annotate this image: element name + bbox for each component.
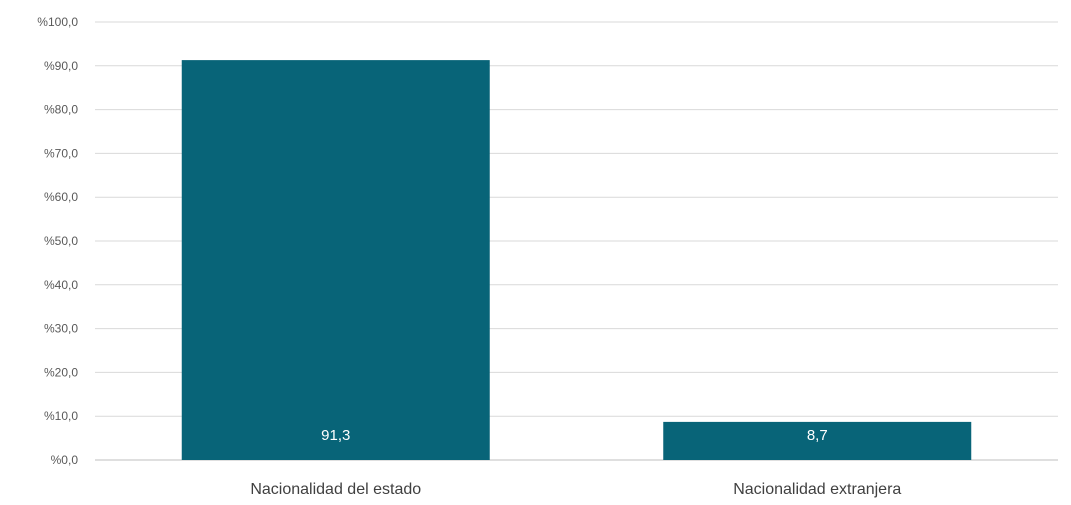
y-tick-label: %40,0 (44, 278, 78, 292)
y-tick-label: %0,0 (51, 453, 79, 467)
data-labels: 91,3 8,7 (321, 427, 828, 444)
bar (181, 60, 490, 461)
x-category-label: Nacionalidad del estado (250, 481, 421, 498)
data-label: 91,3 (321, 427, 350, 444)
y-tick-label: %20,0 (44, 365, 78, 379)
x-axis-category-labels: Nacionalidad del estado Nacionalidad extr… (250, 481, 901, 498)
y-tick-label: %10,0 (44, 409, 78, 423)
data-label: 8,7 (807, 427, 828, 444)
y-tick-label: %90,0 (44, 59, 78, 73)
y-tick-label: %50,0 (44, 234, 78, 248)
bars (181, 60, 972, 461)
y-tick-label: %80,0 (44, 103, 78, 117)
y-axis-tick-labels: %0,0 %10,0 %20,0 %30,0 %40,0 %50,0 %60,0 %70,0%… (37, 15, 78, 467)
bar (663, 421, 972, 460)
y-tick-label: %100,0 (37, 15, 78, 29)
y-tick-label: %60,0 (44, 190, 78, 204)
y-tick-label: %30,0 (44, 322, 78, 336)
x-category-label: Nacionalidad extranjera (733, 481, 901, 498)
y-tick-label: %70,0 (44, 146, 78, 160)
